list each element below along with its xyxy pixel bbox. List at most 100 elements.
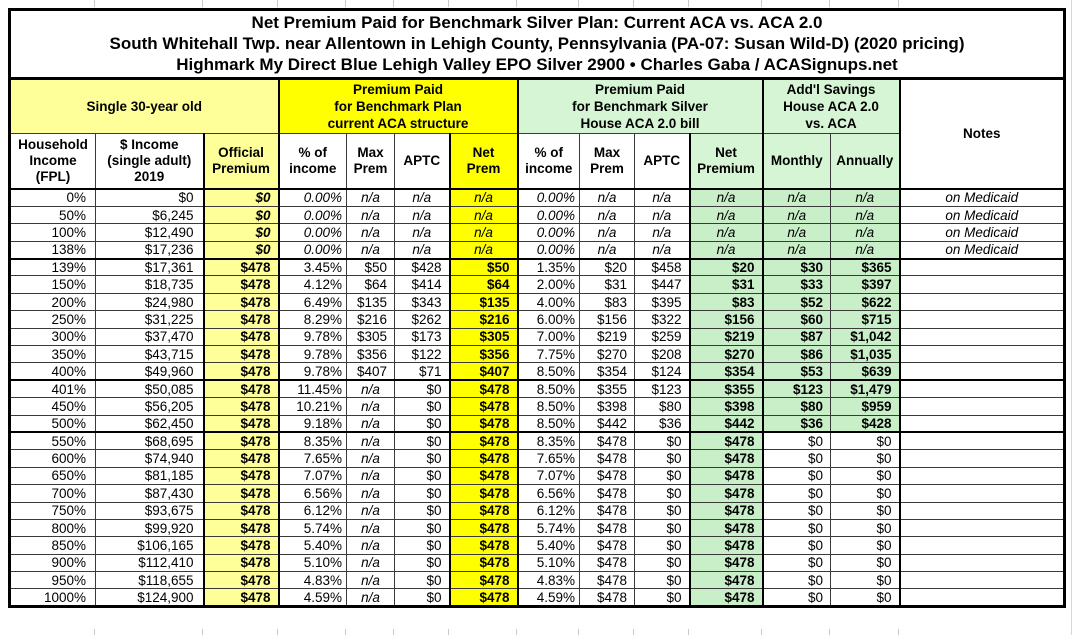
cell-official-premium: $0 [202,223,280,242]
cell-aca20-net-premium: $478 [688,501,764,520]
gridline-stub [202,0,203,7]
group-addl-savings: Add'l Savings House ACA 2.0 vs. ACA [762,78,901,134]
cell-income: $6,245 [95,205,204,225]
cell-aca20-aptc: $0 [634,518,690,538]
title-block: Net Premium Paid for Benchmark Silver Pl… [8,9,1066,80]
cell-fpl: 138% [9,240,96,260]
gridline-stub [633,0,634,7]
cell-aca-max-prem: n/a [346,466,395,486]
cell-savings-annually: $0 [830,553,900,573]
cell-aca20-net-premium: n/a [688,223,764,242]
table-row: 100% $12,490 $0 0.00% n/a n/a n/a 0.00% n/a n/a n/… [9,223,1066,242]
cell-aca-aptc: $0 [394,518,450,538]
cell-aca20-aptc: $0 [634,466,690,486]
cell-aca20-max-prem: $478 [579,431,635,451]
header-official-premium: Official Premium [202,133,280,190]
cell-aca20-net-premium: $156 [688,310,764,329]
cell-aca-pct-income: 6.49% [278,292,347,312]
cell-notes [898,379,1066,399]
cell-savings-monthly: $87 [762,327,831,347]
cell-aca20-net-premium: $478 [688,466,764,486]
cell-aca20-max-prem: $478 [579,588,635,607]
cell-aca20-pct-income: 1.35% [517,258,580,277]
cell-aca-net-prem: $478 [448,484,519,503]
cell-aca20-aptc: n/a [634,223,690,242]
cell-notes: on Medicaid [898,188,1066,207]
gridline-stub [345,629,346,635]
cell-aca-net-prem: $305 [448,327,519,347]
cell-aca-net-prem: $216 [448,310,519,329]
cell-aca20-net-premium: $83 [688,292,764,312]
cell-official-premium: $478 [202,449,280,468]
cell-aca-aptc: $0 [394,484,450,503]
cell-aca20-net-premium: $478 [688,588,764,607]
cell-notes [898,414,1066,434]
cell-savings-monthly: $52 [762,292,831,312]
cell-savings-monthly: $0 [762,449,831,468]
cell-aca20-pct-income: 0.00% [517,223,580,242]
cell-aca-pct-income: 4.83% [278,571,347,590]
cell-aca20-aptc: $0 [634,484,690,503]
cell-aca-aptc: n/a [394,223,450,242]
cell-aca-max-prem: n/a [346,501,395,520]
cell-income: $31,225 [95,310,204,329]
cell-aca20-aptc: $0 [634,431,690,451]
cell-notes [898,292,1066,312]
cell-aca20-net-premium: n/a [688,205,764,225]
cell-fpl: 600% [9,449,96,468]
cell-savings-monthly: $53 [762,362,831,382]
cell-aca-max-prem: $64 [346,275,395,294]
gridline-stub [393,0,394,7]
cell-aca-net-prem: $50 [448,258,519,277]
cell-official-premium: $478 [202,310,280,329]
cell-aca-aptc: $262 [394,310,450,329]
cell-aca20-net-premium: $219 [688,327,764,347]
cell-aca-max-prem: n/a [346,571,395,590]
cell-official-premium: $478 [202,588,280,607]
cell-official-premium: $478 [202,518,280,538]
cell-savings-monthly: $123 [762,379,831,399]
cell-aca-aptc: n/a [394,205,450,225]
cell-income: $24,980 [95,292,204,312]
gridline-stub [688,0,689,7]
cell-savings-monthly: $0 [762,588,831,607]
cell-official-premium: $478 [202,362,280,382]
table-row: 900% $112,410 $478 5.10% n/a $0 $478 5.10% $478 $… [9,553,1066,573]
cell-aca-pct-income: 5.40% [278,536,347,555]
cell-aca-max-prem: n/a [346,536,395,555]
cell-aca-pct-income: 6.12% [278,501,347,520]
title-line-1: Net Premium Paid for Benchmark Silver Pl… [251,13,823,32]
cell-aca-pct-income: 11.45% [278,379,347,399]
cell-aca20-pct-income: 5.40% [517,536,580,555]
cell-notes [898,571,1066,590]
cell-savings-monthly: $0 [762,518,831,538]
cell-aca20-pct-income: 7.00% [517,327,580,347]
cell-notes [898,397,1066,416]
table-row: 750% $93,675 $478 6.12% n/a $0 $478 6.12% $478 $0… [9,501,1066,520]
cell-aca-pct-income: 0.00% [278,205,347,225]
cell-savings-annually: $1,035 [830,345,900,364]
gridline-stub [829,629,830,635]
cell-aca20-aptc: $458 [634,258,690,277]
cell-aca-pct-income: 4.12% [278,275,347,294]
cell-aca-pct-income: 0.00% [278,223,347,242]
cell-official-premium: $478 [202,431,280,451]
cell-aca-aptc: $0 [394,536,450,555]
cell-aca20-aptc: $0 [634,536,690,555]
gridline-stub [516,0,517,7]
cell-aca-max-prem: $305 [346,327,395,347]
cell-aca20-pct-income: 7.07% [517,466,580,486]
cell-aca20-pct-income: 8.50% [517,362,580,382]
cell-aca20-aptc: n/a [634,188,690,207]
cell-savings-monthly: $0 [762,571,831,590]
cell-aca-aptc: $0 [394,431,450,451]
cell-aca-aptc: $414 [394,275,450,294]
cell-notes [898,327,1066,347]
cell-aca20-net-premium: n/a [688,240,764,260]
cell-aca-pct-income: 7.65% [278,449,347,468]
cell-fpl: 250% [9,310,96,329]
cell-aca20-pct-income: 6.00% [517,310,580,329]
cell-aca-net-prem: $478 [448,379,519,399]
cell-aca-pct-income: 5.74% [278,518,347,538]
cell-official-premium: $478 [202,379,280,399]
